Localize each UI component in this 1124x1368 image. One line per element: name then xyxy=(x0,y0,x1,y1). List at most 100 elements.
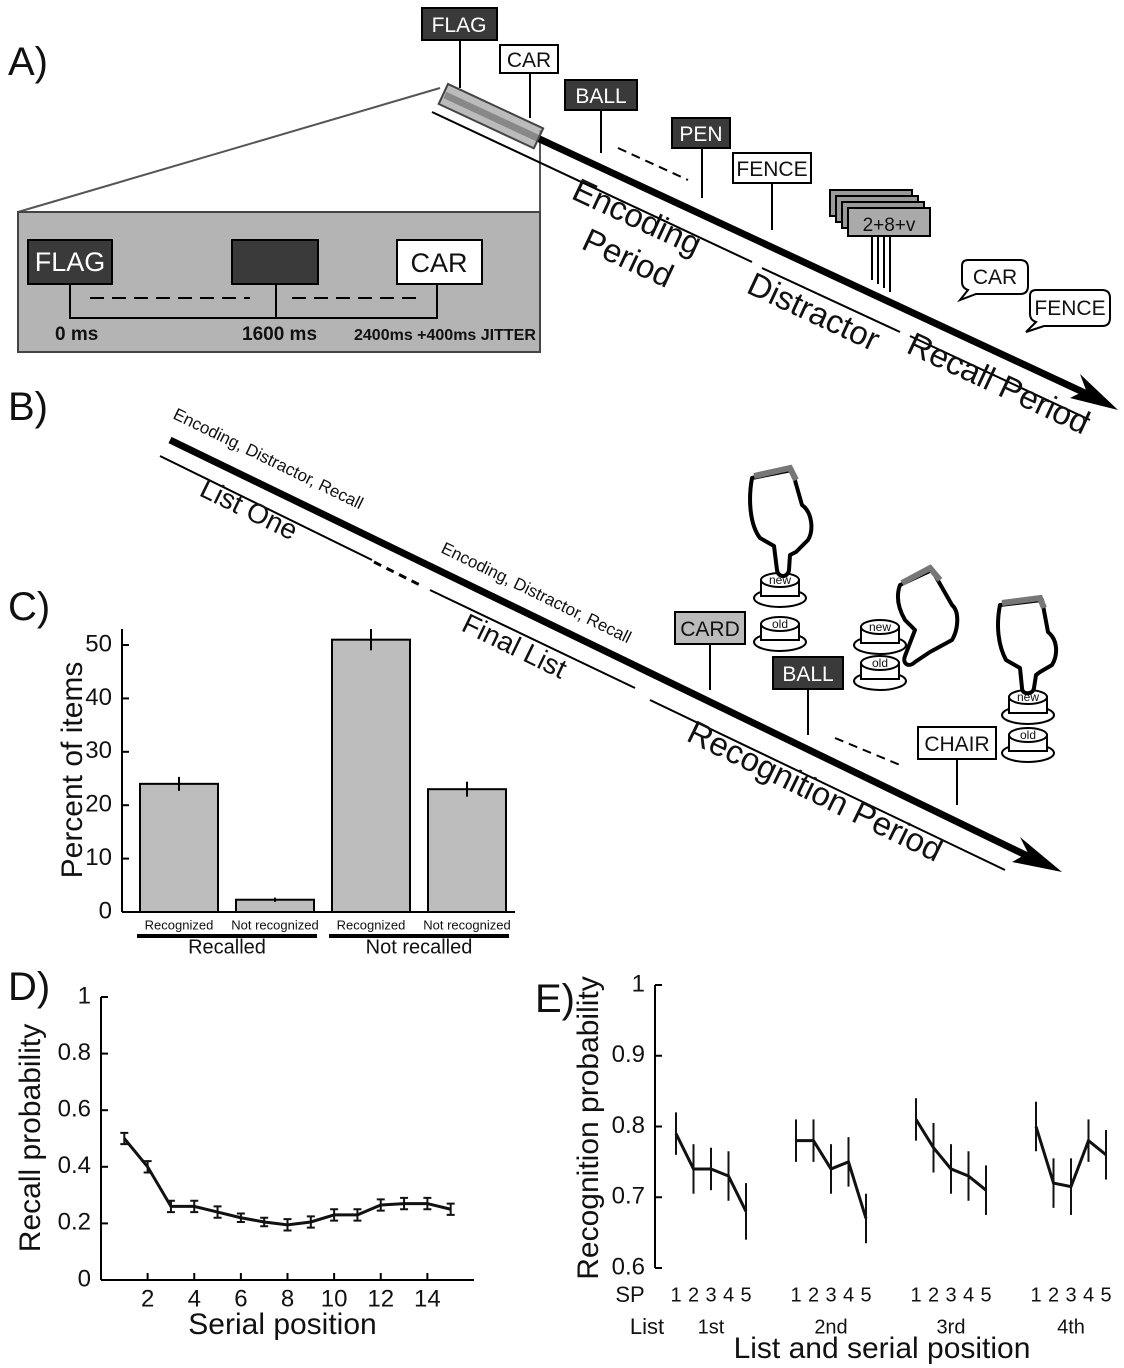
x-tick-label: 3 xyxy=(945,1284,956,1306)
x-tick-label: 4 xyxy=(723,1284,734,1306)
tick-label: 0 xyxy=(78,1265,91,1292)
tick-label: 1 xyxy=(78,982,91,1009)
x-tick-label: 2 xyxy=(808,1284,819,1306)
x-tick-label: 4 xyxy=(963,1284,974,1306)
tick-label: 0.7 xyxy=(612,1183,645,1210)
distractor-stack xyxy=(830,190,930,292)
time: 1600 ms xyxy=(242,324,317,345)
tick-label: 0.8 xyxy=(58,1039,91,1066)
x-tick-label: 2 xyxy=(688,1284,699,1306)
x-tick-label: 5 xyxy=(860,1284,871,1306)
group-label: 2nd xyxy=(814,1316,847,1338)
x-tick-label: 5 xyxy=(1100,1284,1111,1306)
y-axis-label: Percent of items xyxy=(56,662,89,879)
group-label: Recalled xyxy=(188,936,266,958)
row-label: List xyxy=(630,1314,664,1339)
group-label: 3rd xyxy=(937,1316,966,1338)
segment: Final List xyxy=(457,608,571,685)
recalled-word: FENCE xyxy=(1034,297,1105,320)
tick-label: 30 xyxy=(85,737,112,764)
word: BALL xyxy=(782,663,833,686)
x-axis-label: Serial position xyxy=(188,1308,376,1341)
group-label: Not recalled xyxy=(366,936,473,958)
recalled-word: CAR xyxy=(973,266,1017,289)
tick-label: 20 xyxy=(85,791,112,818)
group-label: 4th xyxy=(1057,1316,1085,1338)
word: CHAIR xyxy=(924,733,989,756)
x-tick-label: 1 xyxy=(1030,1284,1041,1306)
buttons: new old xyxy=(1002,690,1054,762)
time: 0 ms xyxy=(55,324,98,345)
segment: Recognition Period xyxy=(682,713,949,868)
tick-label: 0.4 xyxy=(58,1152,91,1179)
tick-label: 40 xyxy=(85,684,112,711)
x-tick-label: 5 xyxy=(740,1284,751,1306)
bar xyxy=(428,789,506,912)
tick-label: 0.2 xyxy=(58,1209,91,1236)
x-tick-label: Not recognized xyxy=(423,917,510,932)
x-tick-label: 1 xyxy=(910,1284,921,1306)
tick-label: 1 xyxy=(632,970,645,997)
tick-label: 2 xyxy=(141,1285,154,1312)
word: FENCE xyxy=(736,158,807,181)
word: CAR xyxy=(507,49,551,72)
x-tick-label: Recognized xyxy=(145,917,214,932)
button-label: old xyxy=(772,617,788,631)
tick-label: 10 xyxy=(85,844,112,871)
word: FLAG xyxy=(35,247,106,277)
row-label: SP xyxy=(615,1282,644,1307)
button-label: old xyxy=(1020,728,1036,742)
dashes xyxy=(618,148,688,180)
tick-label: 50 xyxy=(85,630,112,657)
dashes xyxy=(835,738,900,765)
tick-label: 0.6 xyxy=(612,1253,645,1280)
panel-label: E) xyxy=(535,977,575,1021)
buttons: new old xyxy=(754,573,806,651)
panel-label: C) xyxy=(8,585,50,629)
buttons: new old xyxy=(854,620,906,690)
tick-label: 0 xyxy=(99,897,112,924)
x-tick-label: 4 xyxy=(1083,1284,1094,1306)
x-tick-label: 1 xyxy=(790,1284,801,1306)
word: PEN xyxy=(679,123,722,146)
word: FLAG xyxy=(432,14,487,37)
panel-label: A) xyxy=(8,40,48,84)
tick-label: 14 xyxy=(414,1285,441,1312)
tick-label: 0.8 xyxy=(612,1112,645,1139)
distractor: 2+8+v xyxy=(863,215,916,236)
x-tick-label: 3 xyxy=(825,1284,836,1306)
x-tick-label: 2 xyxy=(928,1284,939,1306)
word: CARD xyxy=(680,618,740,641)
y-axis-label: Recognition probability xyxy=(572,976,605,1280)
x-tick-label: Recognized xyxy=(337,917,406,932)
timeline-arrow xyxy=(445,95,1100,400)
x-tick-label: 5 xyxy=(980,1284,991,1306)
phase: Distractor xyxy=(742,265,886,358)
time: 2400ms +400ms JITTER xyxy=(354,327,536,344)
figure: A) FLAG CAR 0 ms 1600 ms 2400ms +400ms J… xyxy=(0,0,1124,1368)
x-tick-label: Not recognized xyxy=(231,917,318,932)
x-tick-label: 3 xyxy=(705,1284,716,1306)
word: CAR xyxy=(410,248,467,278)
panel-label: B) xyxy=(8,385,48,429)
word: BALL xyxy=(575,85,626,108)
x-axis-label: List and serial position xyxy=(734,1332,1031,1365)
tick-label: 0.6 xyxy=(58,1096,91,1123)
bar xyxy=(332,640,410,912)
diagram: A) FLAG CAR 0 ms 1600 ms 2400ms +400ms J… xyxy=(8,8,1118,872)
x-tick-label: 4 xyxy=(843,1284,854,1306)
x-tick-label: 3 xyxy=(1065,1284,1076,1306)
group-label: 1st xyxy=(698,1316,725,1338)
dashes xyxy=(374,562,420,585)
segment: List One xyxy=(195,473,302,547)
panel-label: D) xyxy=(8,965,50,1009)
x-tick-label: 1 xyxy=(670,1284,681,1306)
y-axis-label: Recall probability xyxy=(14,1024,47,1252)
button-label: old xyxy=(872,656,888,670)
button-label: new xyxy=(869,620,891,634)
bar xyxy=(140,784,218,912)
x-tick-label: 2 xyxy=(1048,1284,1059,1306)
blank-box xyxy=(232,240,318,284)
tick-label: 0.9 xyxy=(612,1041,645,1068)
